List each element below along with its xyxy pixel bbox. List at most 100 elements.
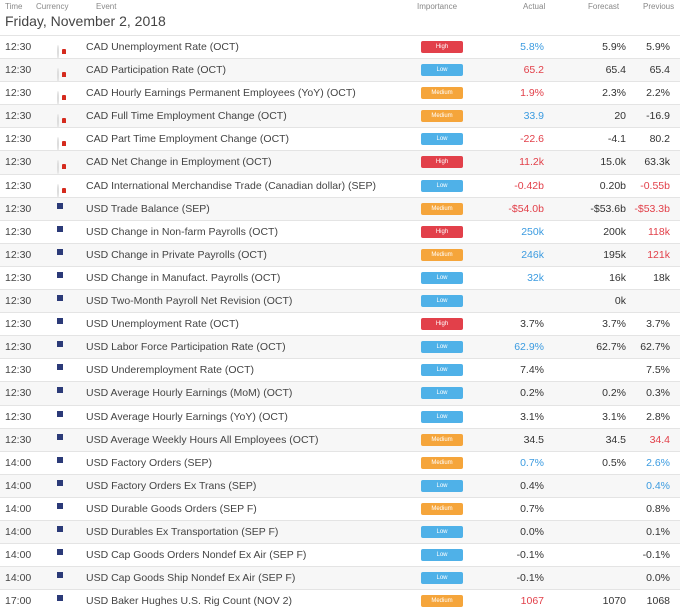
importance-badge: Low — [421, 549, 463, 562]
forecast-value: 20 — [614, 110, 626, 123]
actual-value: 1.9% — [520, 87, 544, 100]
table-row[interactable]: 12:30 USD Two-Month Payroll Net Revision … — [0, 289, 680, 313]
canada-flag-icon — [57, 68, 59, 83]
actual-value: 0.7% — [520, 502, 544, 515]
actual-value: 1067 — [520, 595, 544, 607]
event-name[interactable]: CAD Hourly Earnings Permanent Employees … — [86, 87, 356, 100]
event-name[interactable]: USD Change in Private Payrolls (OCT) — [86, 248, 267, 261]
calendar-date: Friday, November 2, 2018 — [5, 13, 166, 29]
table-row[interactable]: 12:30 USD Average Hourly Earnings (YoY) (… — [0, 404, 680, 428]
forecast-value: 2.3% — [602, 87, 626, 100]
table-row[interactable]: 14:00 USD Durables Ex Transportation (SEP… — [0, 519, 680, 544]
event-name[interactable]: USD Factory Orders Ex Trans (SEP) — [86, 479, 257, 492]
table-row[interactable]: 12:30 CAD Hourly Earnings Permanent Emplo… — [0, 81, 680, 106]
actual-value: 33.9 — [523, 110, 544, 123]
previous-value: 121k — [647, 248, 670, 261]
event-name[interactable]: CAD Participation Rate (OCT) — [86, 64, 227, 77]
table-row[interactable]: 12:30 CAD Net Change in Employment (OCT) H… — [0, 150, 680, 175]
header-time: Time — [5, 2, 23, 11]
event-name[interactable]: USD Average Weekly Hours All Employees (… — [86, 433, 319, 446]
previous-value: 2.6% — [646, 456, 670, 469]
table-row[interactable]: 12:30 USD Average Weekly Hours All Employ… — [0, 427, 680, 451]
previous-value: -16.9 — [646, 110, 670, 123]
table-row[interactable]: 12:30 USD Unemployment Rate (OCT) High 3.7%… — [0, 312, 680, 336]
event-name[interactable]: USD Average Hourly Earnings (MoM) (OCT) — [86, 387, 293, 400]
actual-value: 0.7% — [520, 456, 544, 469]
event-time: 12:30 — [5, 202, 32, 215]
importance-badge: Medium — [421, 595, 463, 607]
table-row[interactable]: 12:30 CAD International Merchandise Trade… — [0, 173, 680, 198]
previous-value: 7.5% — [646, 364, 670, 377]
table-row[interactable]: 12:30 USD Underemployment Rate (OCT) Low 7.… — [0, 358, 680, 382]
table-row[interactable]: 12:30 USD Trade Balance (SEP) Medium -$54.0… — [0, 196, 680, 220]
table-row[interactable]: 12:30 CAD Full Time Employment Change (OC… — [0, 104, 680, 129]
event-name[interactable]: CAD Unemployment Rate (OCT) — [86, 41, 239, 53]
event-time: 12:30 — [5, 410, 32, 423]
event-name[interactable]: USD Baker Hughes U.S. Rig Count (NOV 2) — [86, 595, 292, 607]
table-row[interactable]: 12:30 CAD Part Time Employment Change (OC… — [0, 127, 680, 152]
event-name[interactable]: USD Underemployment Rate (OCT) — [86, 364, 255, 377]
event-name[interactable]: USD Average Hourly Earnings (YoY) (OCT) — [86, 410, 288, 423]
event-name[interactable]: USD Factory Orders (SEP) — [86, 456, 213, 469]
forecast-value: 0k — [614, 295, 626, 308]
table-row[interactable]: 14:00 USD Factory Orders Ex Trans (SEP) Lo… — [0, 473, 680, 497]
actual-value: 250k — [521, 225, 544, 238]
actual-value: -22.6 — [520, 133, 544, 146]
importance-badge: Medium — [421, 248, 463, 261]
importance-badge: Low — [421, 179, 463, 192]
importance-badge: Low — [421, 295, 463, 308]
table-row[interactable]: 12:30 USD Labor Force Participation Rate … — [0, 335, 680, 359]
header-previous: Previous — [643, 2, 675, 11]
table-row[interactable]: 12:30 USD Average Hourly Earnings (MoM) (… — [0, 381, 680, 405]
event-name[interactable]: CAD International Merchandise Trade (Can… — [86, 179, 377, 192]
table-row[interactable]: 12:30 USD Change in Private Payrolls (OCT… — [0, 242, 680, 266]
importance-badge: Low — [421, 364, 463, 377]
importance-badge: Low — [421, 479, 463, 492]
event-name[interactable]: CAD Net Change in Employment (OCT) — [86, 156, 272, 169]
forecast-value: 0.5% — [602, 456, 626, 469]
forecast-value: 16k — [609, 271, 626, 284]
event-name[interactable]: CAD Part Time Employment Change (OCT) — [86, 133, 290, 146]
event-name[interactable]: CAD Full Time Employment Change (OCT) — [86, 110, 287, 123]
forecast-value: 5.9% — [602, 41, 626, 53]
table-row[interactable]: 14:00 USD Cap Goods Orders Nondef Ex Air … — [0, 543, 680, 567]
event-time: 14:00 — [5, 572, 32, 585]
actual-value: 65.2 — [523, 64, 544, 77]
previous-value: -$53.3b — [634, 202, 670, 215]
importance-badge: Low — [421, 341, 463, 354]
importance-badge: High — [421, 318, 463, 331]
event-name[interactable]: USD Two-Month Payroll Net Revision (OCT) — [86, 295, 293, 308]
event-name[interactable]: USD Unemployment Rate (OCT) — [86, 318, 239, 331]
event-name[interactable]: USD Durables Ex Transportation (SEP F) — [86, 525, 279, 538]
table-row[interactable]: 12:30 USD Change in Manufact. Payrolls (O… — [0, 265, 680, 290]
event-time: 12:30 — [5, 87, 32, 100]
forecast-value: -$53.6b — [590, 202, 626, 215]
event-name[interactable]: USD Change in Non-farm Payrolls (OCT) — [86, 225, 278, 238]
actual-value: -0.1% — [516, 549, 544, 562]
table-row[interactable]: 14:00 USD Factory Orders (SEP) Medium 0.7% 0… — [0, 450, 680, 474]
event-name[interactable]: USD Trade Balance (SEP) — [86, 202, 210, 215]
event-time: 14:00 — [5, 502, 32, 515]
table-row[interactable]: 17:00 USD Baker Hughes U.S. Rig Count (NO… — [0, 589, 680, 607]
importance-badge: Low — [421, 271, 463, 284]
actual-value: 5.8% — [520, 41, 544, 53]
event-name[interactable]: USD Durable Goods Orders (SEP F) — [86, 502, 257, 515]
importance-badge: Medium — [421, 433, 463, 446]
table-row[interactable]: 14:00 USD Durable Goods Orders (SEP F) Med… — [0, 496, 680, 520]
event-name[interactable]: USD Labor Force Participation Rate (OCT) — [86, 341, 286, 354]
event-name[interactable]: USD Cap Goods Ship Nondef Ex Air (SEP F) — [86, 572, 296, 585]
previous-value: 5.9% — [646, 41, 670, 53]
table-row[interactable]: 12:30 USD Change in Non-farm Payrolls (OC… — [0, 219, 680, 243]
event-time: 12:30 — [5, 156, 32, 169]
event-time: 12:30 — [5, 295, 32, 308]
event-name[interactable]: USD Cap Goods Orders Nondef Ex Air (SEP … — [86, 549, 307, 562]
forecast-value: 0.20b — [599, 179, 626, 192]
importance-badge: High — [421, 41, 463, 53]
table-row[interactable]: 12:30 CAD Participation Rate (OCT) Low 65.2… — [0, 58, 680, 83]
previous-value: 118k — [648, 225, 670, 238]
table-row[interactable]: 14:00 USD Cap Goods Ship Nondef Ex Air (S… — [0, 566, 680, 590]
event-name[interactable]: USD Change in Manufact. Payrolls (OCT) — [86, 271, 281, 284]
event-time: 14:00 — [5, 456, 32, 469]
table-row[interactable]: 12:30 CAD Unemployment Rate (OCT) High 5.8%… — [0, 35, 680, 59]
event-time: 12:30 — [5, 364, 32, 377]
